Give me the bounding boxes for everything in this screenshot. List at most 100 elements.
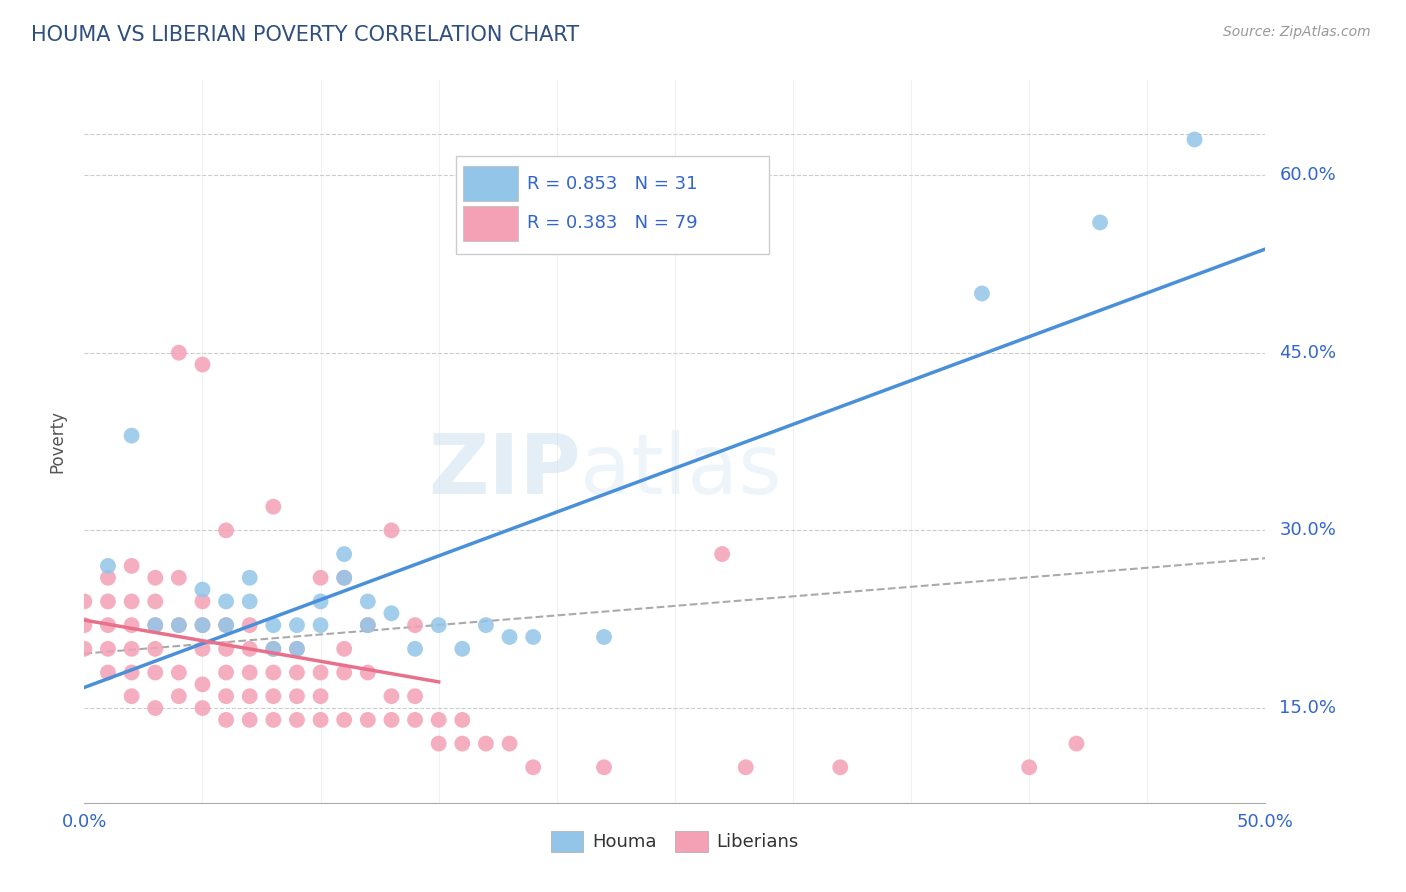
Point [121, 665, 143, 680]
Point [262, 713, 284, 727]
Point [357, 665, 380, 680]
Point [475, 618, 498, 632]
Point [167, 571, 190, 585]
Text: Source: ZipAtlas.com: Source: ZipAtlas.com [1223, 25, 1371, 39]
Point [285, 689, 308, 703]
Point [143, 665, 166, 680]
Point [451, 641, 474, 656]
Point [593, 630, 616, 644]
Point [262, 689, 284, 703]
Point [333, 547, 356, 561]
Point [143, 641, 166, 656]
Point [309, 713, 332, 727]
Point [97, 571, 120, 585]
Point [357, 713, 380, 727]
Point [285, 713, 308, 727]
Point [262, 618, 284, 632]
Text: 30.0%: 30.0% [1279, 522, 1336, 540]
Point [285, 665, 308, 680]
FancyBboxPatch shape [464, 166, 517, 202]
Point [121, 428, 143, 442]
Point [239, 665, 262, 680]
Text: R = 0.853   N = 31: R = 0.853 N = 31 [527, 175, 697, 193]
FancyBboxPatch shape [457, 156, 769, 253]
Point [380, 689, 402, 703]
Point [73, 618, 96, 632]
Point [333, 641, 356, 656]
Point [309, 571, 332, 585]
Point [970, 286, 993, 301]
Point [262, 641, 284, 656]
Point [451, 737, 474, 751]
Point [1018, 760, 1040, 774]
Point [97, 665, 120, 680]
Point [333, 571, 356, 585]
Point [215, 641, 238, 656]
Point [309, 618, 332, 632]
Point [475, 737, 498, 751]
Point [1088, 215, 1111, 229]
Point [404, 689, 426, 703]
Point [285, 618, 308, 632]
Point [357, 594, 380, 608]
Point [121, 594, 143, 608]
Text: ZIP: ZIP [427, 430, 581, 511]
Point [143, 618, 166, 632]
Point [97, 594, 120, 608]
Point [1184, 132, 1206, 146]
Point [97, 641, 120, 656]
Point [498, 630, 520, 644]
Point [451, 713, 474, 727]
Point [191, 582, 214, 597]
Point [191, 701, 214, 715]
Text: 60.0%: 60.0% [1279, 166, 1336, 184]
Text: HOUMA VS LIBERIAN POVERTY CORRELATION CHART: HOUMA VS LIBERIAN POVERTY CORRELATION CH… [31, 25, 579, 45]
Point [309, 594, 332, 608]
Point [97, 618, 120, 632]
Point [215, 618, 238, 632]
Point [167, 665, 190, 680]
Legend: Houma, Liberians: Houma, Liberians [544, 823, 806, 859]
Point [262, 641, 284, 656]
Point [239, 594, 262, 608]
Point [380, 607, 402, 621]
Point [215, 689, 238, 703]
FancyBboxPatch shape [464, 206, 517, 241]
Point [215, 594, 238, 608]
Point [427, 618, 450, 632]
Point [404, 641, 426, 656]
Point [215, 618, 238, 632]
Point [427, 713, 450, 727]
Point [239, 571, 262, 585]
Point [191, 594, 214, 608]
Point [215, 665, 238, 680]
Point [309, 665, 332, 680]
Point [333, 665, 356, 680]
Point [143, 594, 166, 608]
Point [404, 618, 426, 632]
Point [262, 500, 284, 514]
Point [830, 760, 852, 774]
Point [167, 689, 190, 703]
Point [427, 737, 450, 751]
Point [143, 571, 166, 585]
Point [1066, 737, 1088, 751]
Point [121, 641, 143, 656]
Point [357, 618, 380, 632]
Point [143, 618, 166, 632]
Point [380, 713, 402, 727]
Text: R = 0.383   N = 79: R = 0.383 N = 79 [527, 214, 697, 232]
Point [309, 689, 332, 703]
Point [143, 701, 166, 715]
Point [73, 641, 96, 656]
Point [215, 713, 238, 727]
Point [285, 641, 308, 656]
Point [262, 665, 284, 680]
Text: 15.0%: 15.0% [1279, 699, 1336, 717]
Point [498, 737, 520, 751]
Point [167, 618, 190, 632]
Point [121, 558, 143, 573]
Point [97, 558, 120, 573]
Point [167, 345, 190, 359]
Point [239, 618, 262, 632]
